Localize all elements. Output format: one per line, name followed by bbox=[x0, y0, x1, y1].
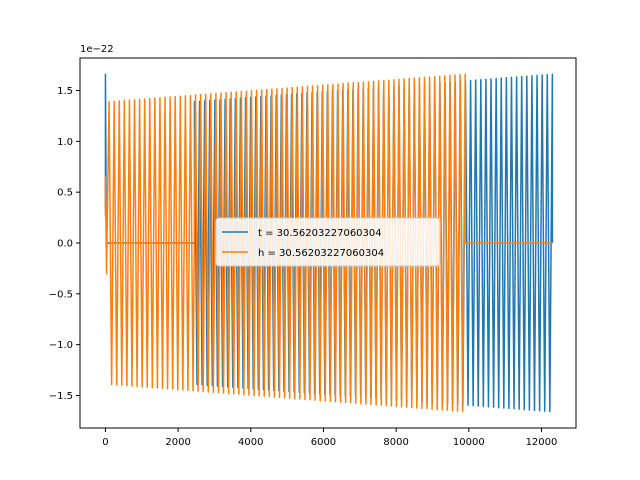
x-tick-label: 4000 bbox=[238, 437, 263, 448]
y-tick-label: −1.0 bbox=[49, 340, 73, 351]
x-tick-label: 10000 bbox=[453, 437, 485, 448]
legend-box bbox=[215, 217, 441, 267]
x-tick-label: 12000 bbox=[526, 437, 558, 448]
y-axis: −1.5 −1.0 −0.5 0.0 0.5 1.0 1.5 bbox=[49, 86, 80, 402]
y-tick-label: 1.5 bbox=[57, 86, 73, 97]
y-tick-label: 1.0 bbox=[57, 137, 73, 148]
y-tick-label: −0.5 bbox=[49, 289, 73, 300]
y-tick-label: 0.0 bbox=[57, 239, 73, 250]
y-tick-label: 0.5 bbox=[57, 188, 73, 199]
y-tick-label: −1.5 bbox=[49, 391, 73, 402]
x-tick-label: 2000 bbox=[165, 437, 190, 448]
x-tick-label: 0 bbox=[102, 437, 108, 448]
x-tick-label: 6000 bbox=[311, 437, 336, 448]
legend-label-t: t = 30.56203227060304 bbox=[258, 228, 382, 239]
legend-label-h: h = 30.56203227060304 bbox=[258, 248, 384, 259]
y-offset-text: 1e−22 bbox=[80, 44, 114, 55]
legend: t = 30.56203227060304 h = 30.56203227060… bbox=[215, 217, 441, 267]
x-axis: 0 2000 4000 6000 8000 10000 12000 bbox=[102, 428, 557, 448]
x-tick-label: 8000 bbox=[383, 437, 408, 448]
